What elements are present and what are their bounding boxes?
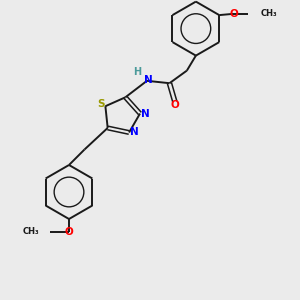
Text: N: N xyxy=(130,128,139,137)
Text: N: N xyxy=(144,75,153,85)
Text: O: O xyxy=(64,226,74,237)
Text: N: N xyxy=(141,109,150,118)
Text: CH₃: CH₃ xyxy=(22,227,39,236)
Text: H: H xyxy=(133,68,141,77)
Text: O: O xyxy=(229,9,238,19)
Text: S: S xyxy=(98,99,105,110)
Text: O: O xyxy=(170,100,179,110)
Text: CH₃: CH₃ xyxy=(261,9,277,18)
